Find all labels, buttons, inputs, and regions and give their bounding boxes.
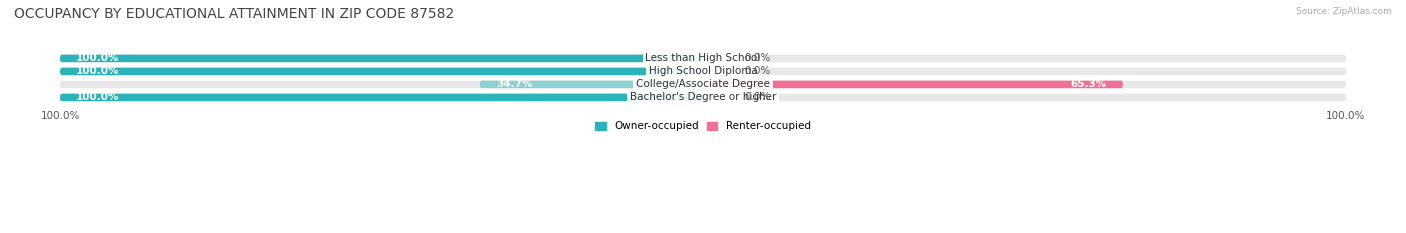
FancyBboxPatch shape xyxy=(60,55,1346,62)
FancyBboxPatch shape xyxy=(60,94,1346,101)
Text: Source: ZipAtlas.com: Source: ZipAtlas.com xyxy=(1296,7,1392,16)
Text: 0.0%: 0.0% xyxy=(745,53,770,63)
Text: OCCUPANCY BY EDUCATIONAL ATTAINMENT IN ZIP CODE 87582: OCCUPANCY BY EDUCATIONAL ATTAINMENT IN Z… xyxy=(14,7,454,21)
Text: 0.0%: 0.0% xyxy=(745,93,770,103)
Text: 100.0%: 100.0% xyxy=(76,93,120,103)
FancyBboxPatch shape xyxy=(60,81,1346,88)
Text: 65.3%: 65.3% xyxy=(1070,79,1107,89)
FancyBboxPatch shape xyxy=(60,68,703,75)
Legend: Owner-occupied, Renter-occupied: Owner-occupied, Renter-occupied xyxy=(595,121,811,131)
FancyBboxPatch shape xyxy=(60,68,1346,75)
Text: 34.7%: 34.7% xyxy=(496,79,533,89)
Text: 0.0%: 0.0% xyxy=(745,66,770,76)
Text: Bachelor's Degree or higher: Bachelor's Degree or higher xyxy=(630,93,776,103)
FancyBboxPatch shape xyxy=(60,94,703,101)
Text: College/Associate Degree: College/Associate Degree xyxy=(636,79,770,89)
Text: Less than High School: Less than High School xyxy=(645,53,761,63)
Text: 100.0%: 100.0% xyxy=(76,53,120,63)
FancyBboxPatch shape xyxy=(703,81,1123,88)
Text: High School Diploma: High School Diploma xyxy=(648,66,758,76)
Text: 100.0%: 100.0% xyxy=(76,66,120,76)
FancyBboxPatch shape xyxy=(60,55,703,62)
FancyBboxPatch shape xyxy=(479,81,703,88)
